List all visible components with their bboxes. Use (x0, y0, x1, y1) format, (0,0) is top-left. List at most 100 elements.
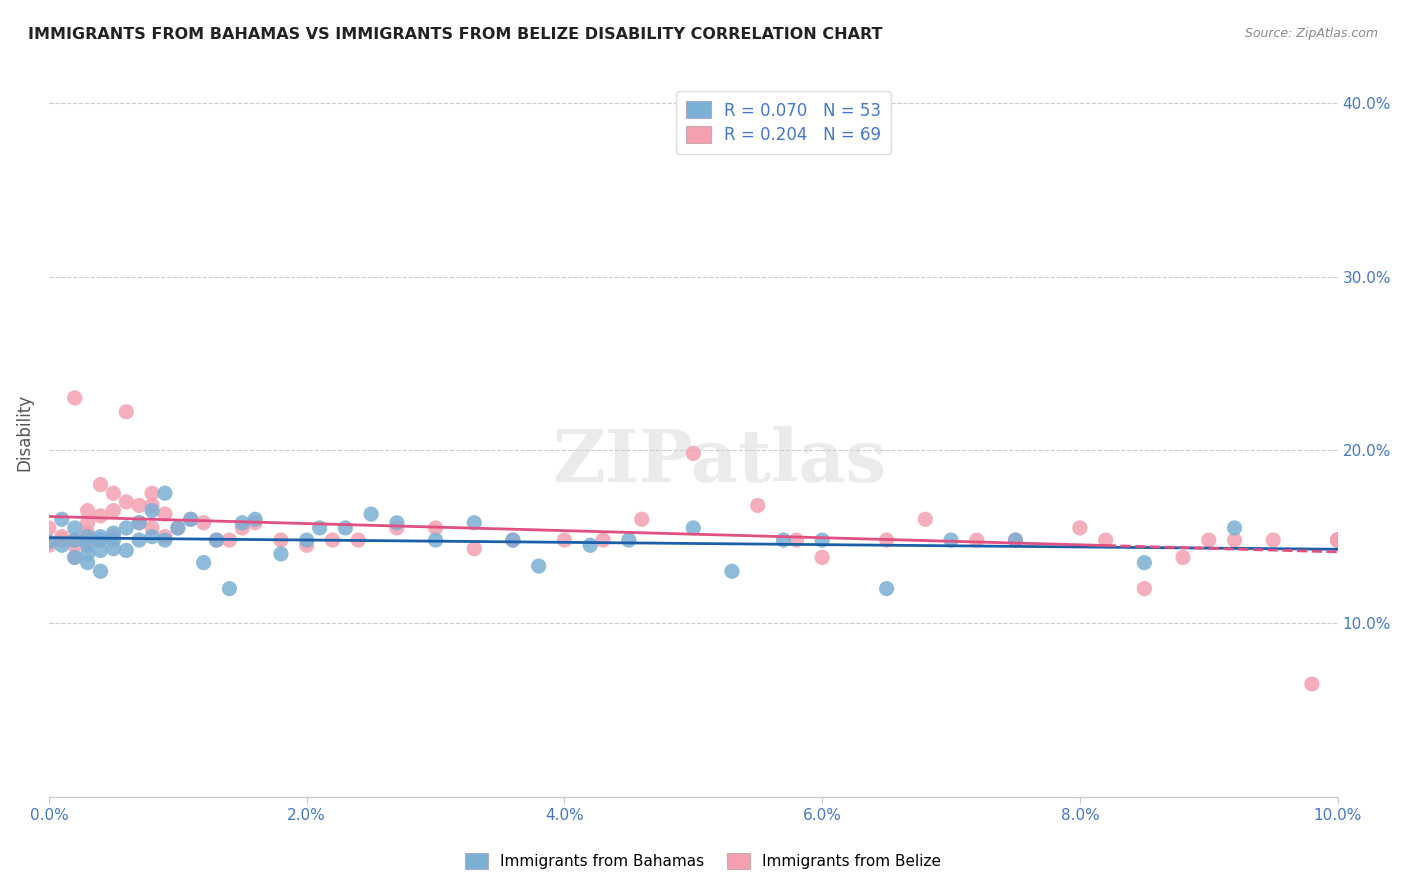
Point (682, 521, 704, 535)
Point (785, 533, 807, 547)
Legend: Immigrants from Bahamas, Immigrants from Belize: Immigrants from Bahamas, Immigrants from… (458, 847, 948, 875)
Point (1094, 533, 1116, 547)
Point (1133, 556, 1156, 570)
Point (527, 559, 550, 574)
Point (1198, 533, 1220, 547)
Text: IMMIGRANTS FROM BAHAMAS VS IMMIGRANTS FROM BELIZE DISABILITY CORRELATION CHART: IMMIGRANTS FROM BAHAMAS VS IMMIGRANTS FR… (28, 27, 883, 42)
Point (1133, 582, 1156, 596)
Point (128, 533, 150, 547)
Point (63, 550, 86, 565)
Point (1223, 521, 1246, 535)
Point (321, 533, 343, 547)
Point (772, 533, 794, 547)
Point (89, 508, 111, 523)
Point (103, 530, 125, 544)
Point (38, 534, 60, 549)
Point (308, 521, 330, 535)
Point (153, 533, 176, 547)
Point (89, 564, 111, 578)
Point (425, 533, 447, 547)
Point (347, 533, 370, 547)
Point (89, 533, 111, 547)
Point (243, 512, 266, 526)
Point (89, 477, 111, 491)
Point (811, 550, 834, 565)
Text: Source: ZipAtlas.com: Source: ZipAtlas.com (1244, 27, 1378, 40)
Point (128, 516, 150, 530)
Point (128, 499, 150, 513)
Point (63, 538, 86, 552)
Point (63, 391, 86, 405)
Point (1263, 533, 1285, 547)
Point (51, 512, 73, 526)
Point (103, 533, 125, 547)
Point (579, 538, 602, 552)
Point (1326, 533, 1348, 547)
Point (115, 405, 138, 419)
Point (231, 516, 253, 530)
Point (1326, 533, 1348, 547)
Point (360, 507, 382, 521)
Point (166, 521, 188, 535)
Point (89, 530, 111, 544)
Point (103, 503, 125, 517)
Point (153, 530, 176, 544)
Point (630, 512, 652, 526)
Y-axis label: Disability: Disability (15, 394, 32, 471)
Point (141, 486, 163, 500)
Point (335, 521, 357, 535)
Point (180, 512, 202, 526)
Point (1171, 550, 1194, 565)
Point (141, 530, 163, 544)
Point (1004, 533, 1026, 547)
Point (103, 526, 125, 541)
Point (153, 486, 176, 500)
Point (193, 516, 215, 530)
Point (218, 582, 240, 596)
Point (1326, 533, 1348, 547)
Point (63, 550, 86, 565)
Point (243, 516, 266, 530)
Point (38, 521, 60, 535)
Point (38, 538, 60, 552)
Point (914, 512, 936, 526)
Point (1326, 533, 1348, 547)
Point (76, 538, 98, 552)
Point (876, 533, 898, 547)
Point (103, 486, 125, 500)
Point (1326, 533, 1348, 547)
Text: ZIPatlas: ZIPatlas (553, 426, 886, 497)
Point (63, 521, 86, 535)
Point (876, 582, 898, 596)
Point (939, 533, 962, 547)
Point (502, 533, 524, 547)
Point (270, 533, 292, 547)
Point (295, 538, 318, 552)
Point (811, 533, 834, 547)
Point (1326, 533, 1348, 547)
Point (1223, 533, 1246, 547)
Point (76, 556, 98, 570)
Point (592, 533, 614, 547)
Point (63, 533, 86, 547)
Point (89, 543, 111, 558)
Point (76, 503, 98, 517)
Point (141, 499, 163, 513)
Point (1326, 533, 1348, 547)
Point (193, 556, 215, 570)
Point (218, 533, 240, 547)
Point (502, 533, 524, 547)
Point (51, 538, 73, 552)
Point (617, 533, 640, 547)
Point (553, 533, 575, 547)
Point (270, 547, 292, 561)
Point (141, 503, 163, 517)
Point (1301, 677, 1323, 691)
Point (115, 495, 138, 509)
Point (385, 521, 408, 535)
Point (76, 530, 98, 544)
Point (89, 533, 111, 547)
Legend: R = 0.070   N = 53, R = 0.204   N = 69: R = 0.070 N = 53, R = 0.204 N = 69 (676, 91, 891, 154)
Point (463, 541, 485, 556)
Point (51, 533, 73, 547)
